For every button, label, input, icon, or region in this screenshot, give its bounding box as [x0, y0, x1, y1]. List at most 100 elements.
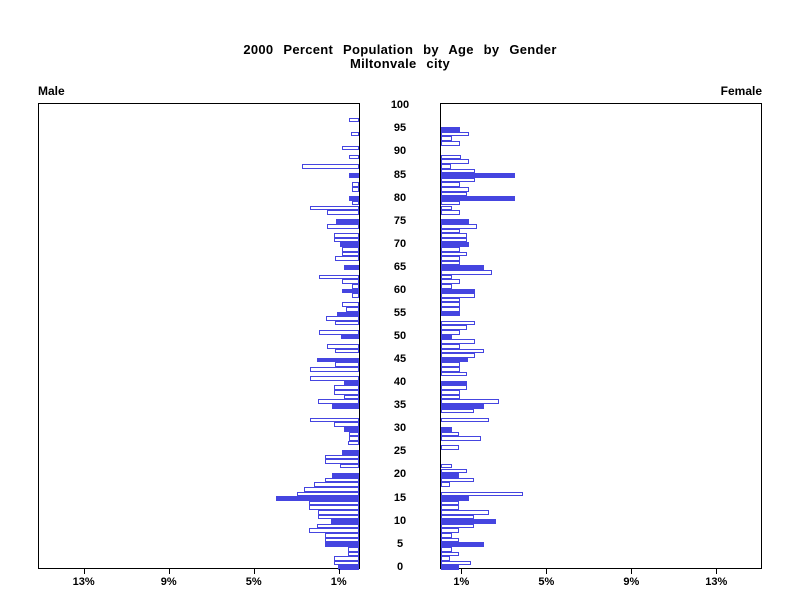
female-bar-age-40	[441, 380, 467, 386]
male-bar-age-14	[309, 500, 359, 506]
age-tick-label-55: 55	[393, 306, 407, 319]
male-bar-age-79	[351, 200, 359, 206]
male-bar-age-68	[342, 251, 359, 257]
female-bar-age-87	[441, 163, 451, 169]
male-bar-age-20	[332, 473, 359, 478]
male-bar-age-28	[349, 436, 359, 441]
male-pct-tick-label-9%: 9%	[160, 576, 177, 588]
male-bar-age-57	[342, 302, 359, 307]
female-bar-age-86	[441, 168, 475, 174]
female-bar-age-95	[441, 127, 461, 132]
male-bar-age-77	[327, 210, 359, 215]
female-bar-age-61	[441, 283, 452, 289]
age-tick-label-60: 60	[393, 283, 407, 296]
male-pct-tick-label-1%: 1%	[330, 576, 347, 588]
male-bar-age-71	[333, 237, 359, 243]
age-tick-label-80: 80	[393, 191, 407, 204]
female-bar-age-88	[441, 159, 469, 164]
male-bar-age-85	[349, 173, 359, 178]
age-tick-label-15: 15	[393, 491, 407, 504]
male-bar-age-56	[346, 307, 359, 312]
female-bar-age-58	[441, 297, 461, 303]
male-bar-age-18	[314, 482, 359, 487]
male-bar-age-67	[334, 256, 359, 261]
female-bar-age-70	[441, 242, 469, 248]
male-bar-age-82	[351, 187, 359, 192]
female-bar-age-65	[441, 265, 484, 271]
female-bar-age-47	[441, 348, 484, 354]
male-bar-age-65	[344, 265, 359, 271]
male-bar-age-55	[336, 311, 359, 317]
male-bar-age-36	[317, 399, 359, 404]
age-tick-label-5: 5	[396, 537, 404, 550]
female-pct-tick-label-1%: 1%	[453, 576, 470, 588]
female-bar-age-8	[441, 528, 460, 534]
female-bar-age-59	[441, 293, 475, 298]
female-bar-age-81	[441, 191, 467, 197]
chart-title-line1: 2000 Percent Population by Age by Gender	[243, 42, 557, 57]
male-bar-age-43	[310, 366, 359, 372]
male-bar-age-3	[348, 551, 359, 557]
male-pct-tick-label-13%: 13%	[72, 576, 95, 588]
female-bar-age-0	[441, 565, 460, 570]
male-bar-age-97	[349, 117, 359, 123]
male-bar-age-25	[342, 450, 359, 455]
male-bar-age-1	[333, 560, 359, 566]
male-bar-age-62	[342, 279, 359, 284]
female-bar-age-18	[441, 482, 450, 487]
male-bar-age-31	[333, 422, 359, 427]
age-tick-label-30: 30	[393, 422, 407, 435]
female-bar-age-71	[441, 237, 467, 243]
age-tick-label-0: 0	[396, 560, 404, 573]
age-tick-label-25: 25	[393, 445, 407, 458]
female-bar-age-42	[441, 371, 467, 377]
female-bar-age-72	[441, 233, 467, 238]
female-bar-age-93	[441, 136, 452, 141]
male-bar-age-59	[351, 293, 359, 298]
male-bar-age-10	[331, 519, 359, 524]
female-bar-age-57	[441, 302, 461, 307]
male-bar-age-19	[325, 477, 359, 483]
female-bar-age-52	[441, 325, 467, 331]
female-bar-age-84	[441, 177, 475, 183]
female-bar-age-92	[441, 140, 461, 146]
female-pct-tick-label-9%: 9%	[623, 576, 640, 588]
female-bar-age-19	[441, 477, 474, 483]
female-bar-age-78	[441, 205, 452, 211]
male-bar-age-15	[276, 496, 359, 501]
female-bar-age-43	[441, 366, 461, 372]
female-bar-age-9	[441, 523, 474, 529]
female-bar-age-63	[441, 274, 452, 280]
female-bar-age-6	[441, 537, 460, 543]
female-bar-age-67	[441, 256, 461, 261]
male-bar-age-0	[337, 565, 359, 570]
female-bar-age-55	[441, 311, 461, 317]
male-pct-tick-5%	[253, 569, 255, 574]
male-bar-age-94	[350, 131, 359, 137]
male-bar-age-72	[333, 233, 359, 238]
female-pct-tick-label-5%: 5%	[538, 576, 555, 588]
male-pct-tick-label-5%: 5%	[245, 576, 262, 588]
male-bar-age-35	[332, 403, 359, 409]
female-bar-age-62	[441, 279, 461, 284]
male-bar-age-22	[339, 463, 359, 469]
age-tick-label-95: 95	[393, 122, 407, 135]
female-bar-age-79	[441, 200, 461, 206]
female-bar-age-56	[441, 307, 461, 312]
female-bar-age-94	[441, 131, 469, 137]
female-bar-age-35	[441, 403, 484, 409]
age-tick-label-50: 50	[393, 330, 407, 342]
female-bar-age-4	[441, 546, 452, 552]
male-bar-age-47	[334, 348, 359, 354]
age-tick-label-20: 20	[393, 468, 407, 481]
female-bar-age-5	[441, 542, 484, 547]
male-bar-age-61	[351, 283, 359, 289]
male-bar-age-4	[348, 546, 359, 552]
male-bar-age-60	[342, 288, 359, 294]
female-bar-age-74	[441, 223, 478, 229]
female-bar-age-7	[441, 533, 452, 538]
male-pct-tick-1%	[338, 569, 340, 574]
female-bar-age-12	[441, 510, 489, 515]
female-bar-age-32	[441, 417, 489, 423]
female-pyramid-panel	[440, 103, 762, 570]
